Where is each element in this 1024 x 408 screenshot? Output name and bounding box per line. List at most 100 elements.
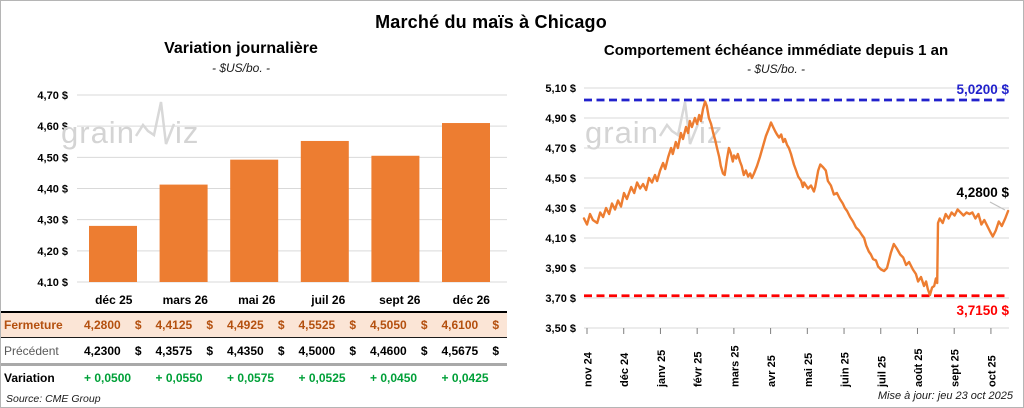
table-cell: 4,4925 $ xyxy=(221,318,293,332)
bar xyxy=(300,140,349,282)
resistance-label: 5,0200 $ xyxy=(956,82,1009,97)
y-axis-tick-label: 4,30 $ xyxy=(37,215,68,227)
currency-sign: $ xyxy=(134,343,142,358)
table-cell: 4,5675 $ xyxy=(436,344,508,358)
table-cell: + 0,0450 xyxy=(370,371,418,385)
cell-value: 4,2800 xyxy=(84,318,121,332)
watermark-chartline-icon xyxy=(658,101,699,145)
x-axis-tick-label: juil 25 xyxy=(876,356,888,388)
table-cell: 4,3575 $ xyxy=(150,344,222,358)
bar xyxy=(159,184,208,282)
y-axis-tick-label: 5,10 $ xyxy=(545,83,576,95)
table-cell: 4,5525 $ xyxy=(293,318,365,332)
x-axis-tick-label: avr 25 xyxy=(766,355,778,387)
table-cell: 4,6100 $ xyxy=(436,318,508,332)
x-axis-tick-label: janv 25 xyxy=(656,350,668,388)
table-cell: 4,2300 $ xyxy=(78,344,150,358)
currency-sign: $ xyxy=(420,343,428,358)
column-header: déc 25 xyxy=(95,293,133,307)
column-header: mars 26 xyxy=(162,293,208,307)
x-axis-tick-label: mai 25 xyxy=(803,353,815,387)
table-row-precedent: Précédent 4,2300 $4,3575 $4,4350 $4,5000 $4,4… xyxy=(1,338,507,363)
x-axis-tick-label: sept 25 xyxy=(950,349,962,387)
x-axis-tick-label: août 25 xyxy=(913,348,925,387)
y-axis-tick-label: 4,90 $ xyxy=(545,113,576,125)
y-axis-tick-label: 3,70 $ xyxy=(545,293,576,305)
y-axis-tick-label: 4,40 $ xyxy=(37,184,68,196)
x-axis-tick-label: juin 25 xyxy=(840,352,852,388)
row-label: Précédent xyxy=(4,343,59,358)
table-cell: 4,4350 $ xyxy=(221,344,293,358)
y-axis-tick-label: 4,60 $ xyxy=(37,121,68,133)
column-header: sept 26 xyxy=(379,293,421,307)
support-label: 3,7150 $ xyxy=(956,303,1009,318)
bar xyxy=(442,123,490,283)
y-axis-tick-label: 4,10 $ xyxy=(545,233,576,245)
table-cell: 4,2800 $ xyxy=(78,318,150,332)
row-label: Variation xyxy=(4,371,55,385)
x-axis-tick-label: déc 24 xyxy=(619,352,631,387)
table-cell: 4,4600 $ xyxy=(364,344,436,358)
table-cell: + 0,0575 xyxy=(227,371,275,385)
table-cell: + 0,0550 xyxy=(155,371,203,385)
column-header: déc 26 xyxy=(452,293,490,307)
update-note: Mise à jour: jeu 23 oct 2025 xyxy=(877,390,1013,402)
currency-sign: $ xyxy=(349,318,356,332)
watermark-chartline-icon xyxy=(134,101,175,145)
currency-sign: $ xyxy=(420,318,428,332)
bar-chart-title: Variation journalière xyxy=(164,40,318,57)
y-axis-tick-label: 4,70 $ xyxy=(37,90,68,102)
currency-sign: $ xyxy=(206,343,213,358)
currency-sign: $ xyxy=(206,318,213,332)
table-row-fermeture: Fermeture 4,2800 $4,4125 $4,4925 $4,5525 $4,5… xyxy=(1,311,507,338)
table-cell: 4,5000 $ xyxy=(293,344,365,358)
futures-table: déc 25 mars 26 mai 26 juil 26 sept 26 déc 26 F… xyxy=(1,289,507,390)
price-line xyxy=(582,100,1010,297)
line-chart-subtitle: - $US/bo. - xyxy=(746,62,806,76)
bar xyxy=(89,225,137,282)
cell-value: 4,4350 xyxy=(227,343,264,358)
bar-chart-svg: 4,70 $ 4,60 $ 4,50 $ 4,40 $ 4,30 $ 4,20 $ 4,10… xyxy=(37,90,507,287)
table-cell: 4,4125 $ xyxy=(150,318,222,332)
cell-value: 4,6100 xyxy=(441,318,479,332)
table-cell: + 0,0500 xyxy=(84,371,132,385)
currency-sign: $ xyxy=(492,343,499,358)
cell-value: 4,5525 xyxy=(298,318,336,332)
cell-value: 4,4125 xyxy=(155,318,193,332)
watermark-grainwiz: grain iz xyxy=(61,100,199,148)
cell-value: 4,4600 xyxy=(370,343,407,358)
cell-value: 4,5675 xyxy=(441,343,479,358)
table-cell: + 0,0525 xyxy=(298,371,346,385)
bar xyxy=(230,159,279,282)
x-axis-tick-label: févr 25 xyxy=(693,352,705,387)
table-cell: + 0,0425 xyxy=(441,371,489,385)
x-axis-tick-label: mars 25 xyxy=(729,345,741,387)
cell-value: 4,5050 xyxy=(370,318,407,332)
cell-value: 4,3575 xyxy=(155,343,193,358)
y-axis-tick-label: 3,50 $ xyxy=(545,323,576,335)
y-axis-tick-label: 4,30 $ xyxy=(545,203,576,215)
last-price-label: 4,2800 $ xyxy=(956,185,1009,200)
currency-sign: $ xyxy=(277,318,285,332)
row-label: Fermeture xyxy=(4,318,63,332)
watermark-text-left: grain xyxy=(61,115,135,150)
source-note: Source: CME Group xyxy=(6,393,101,405)
y-axis-tick-label: 4,70 $ xyxy=(545,143,576,155)
watermark-text-right: iz xyxy=(174,115,200,150)
bar xyxy=(371,155,420,282)
currency-sign: $ xyxy=(492,318,499,332)
x-axis-tick-label: nov 24 xyxy=(583,351,595,387)
cell-value: 4,5000 xyxy=(298,343,336,358)
column-header: juil 26 xyxy=(311,293,346,307)
y-axis-tick-label: 4,50 $ xyxy=(37,152,68,164)
callout-leader-line xyxy=(989,201,1006,211)
table-row-variation: Variation + 0,0500 + 0,0550 + 0,0575 + 0,052… xyxy=(1,363,507,390)
page-title: Marché du maïs à Chicago xyxy=(375,12,607,32)
line-chart-svg: 5,10 $ 4,90 $ 4,70 $ 4,50 $ 4,30 $ 4,10 $ 3,90… xyxy=(545,82,1010,388)
y-axis-tick-label: 3,90 $ xyxy=(545,263,576,275)
column-header: mai 26 xyxy=(238,293,276,307)
table-header-row: déc 25 mars 26 mai 26 juil 26 sept 26 déc 26 xyxy=(1,289,507,311)
y-axis-tick-label: 4,20 $ xyxy=(37,246,68,258)
y-axis-tick-label: 4,10 $ xyxy=(37,277,68,287)
